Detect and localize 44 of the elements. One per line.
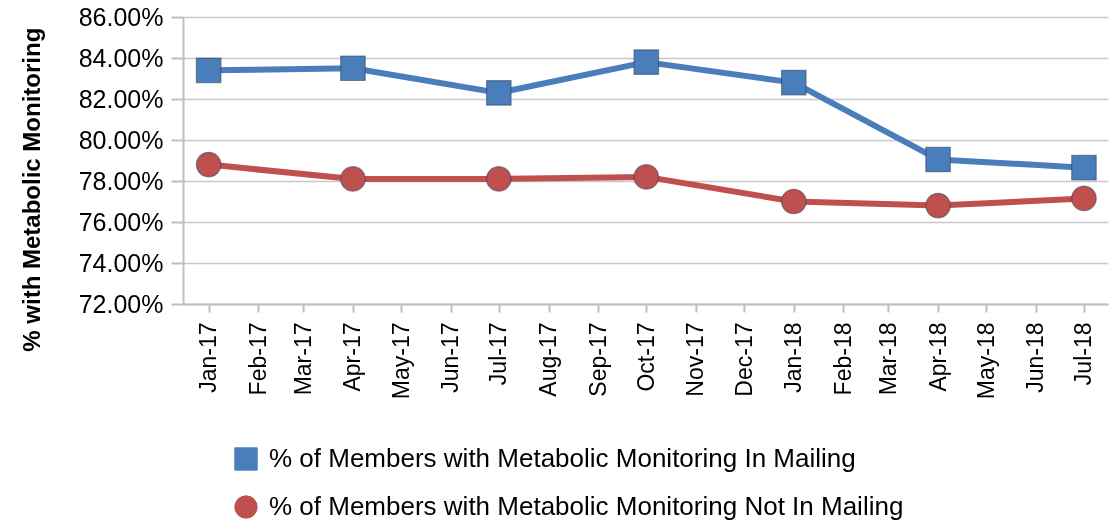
y-tick-label: 76.00% <box>78 207 164 236</box>
point <box>633 164 660 190</box>
y-tick-label: 74.00% <box>78 248 164 277</box>
x-tick-label: Apr-17 <box>339 322 366 392</box>
point <box>340 166 366 192</box>
x-tick-label: Sep-17 <box>584 322 611 397</box>
y-tick-label: 72.00% <box>78 289 164 318</box>
x-tick-label: Jan-17 <box>195 322 222 393</box>
x-tick-label: Mar-18 <box>874 322 901 396</box>
legend-label: % of Members with Metabolic Monitoring In Mailing <box>269 443 856 473</box>
x-tick-label: May-18 <box>972 322 999 400</box>
x-tick-label: Jul-18 <box>1070 322 1097 386</box>
x-tick-label: Nov-17 <box>682 322 709 397</box>
point <box>340 55 366 82</box>
x-tick-label: Feb-18 <box>829 322 856 396</box>
point <box>195 57 222 84</box>
point <box>195 151 222 178</box>
x-tick-label: Jun-17 <box>437 322 464 393</box>
point <box>485 80 512 106</box>
x-tick-label: Aug-17 <box>535 322 562 397</box>
point <box>1071 154 1097 181</box>
point <box>780 188 807 215</box>
x-tick-label: Mar-17 <box>289 322 316 396</box>
x-tick-label: Oct-17 <box>632 322 659 392</box>
y-axis-title: % with Metabolic Monitoring <box>17 27 45 352</box>
point <box>925 192 951 219</box>
point <box>485 166 512 192</box>
x-tick-label: Dec-17 <box>730 322 757 397</box>
y-tick-label: 82.00% <box>78 84 164 113</box>
y-tick-label: 86.00% <box>78 2 164 31</box>
x-tick-label: Apr-18 <box>924 322 951 392</box>
point <box>925 146 951 173</box>
y-tick-label: 80.00% <box>78 125 164 154</box>
x-tick-label: May-17 <box>387 322 414 400</box>
y-tick-label: 84.00% <box>78 43 164 72</box>
x-tick-label: Feb-17 <box>244 322 271 396</box>
x-tick-label: Jan-18 <box>780 322 807 393</box>
legend-label: % of Members with Metabolic Monitoring Not In Mailing <box>269 491 904 521</box>
point <box>780 69 807 96</box>
x-tick-label: Jul-17 <box>485 322 512 386</box>
y-tick-label: 78.00% <box>78 166 164 195</box>
point <box>633 49 660 75</box>
point <box>1071 185 1097 212</box>
x-tick-label: Jun-18 <box>1022 322 1049 393</box>
